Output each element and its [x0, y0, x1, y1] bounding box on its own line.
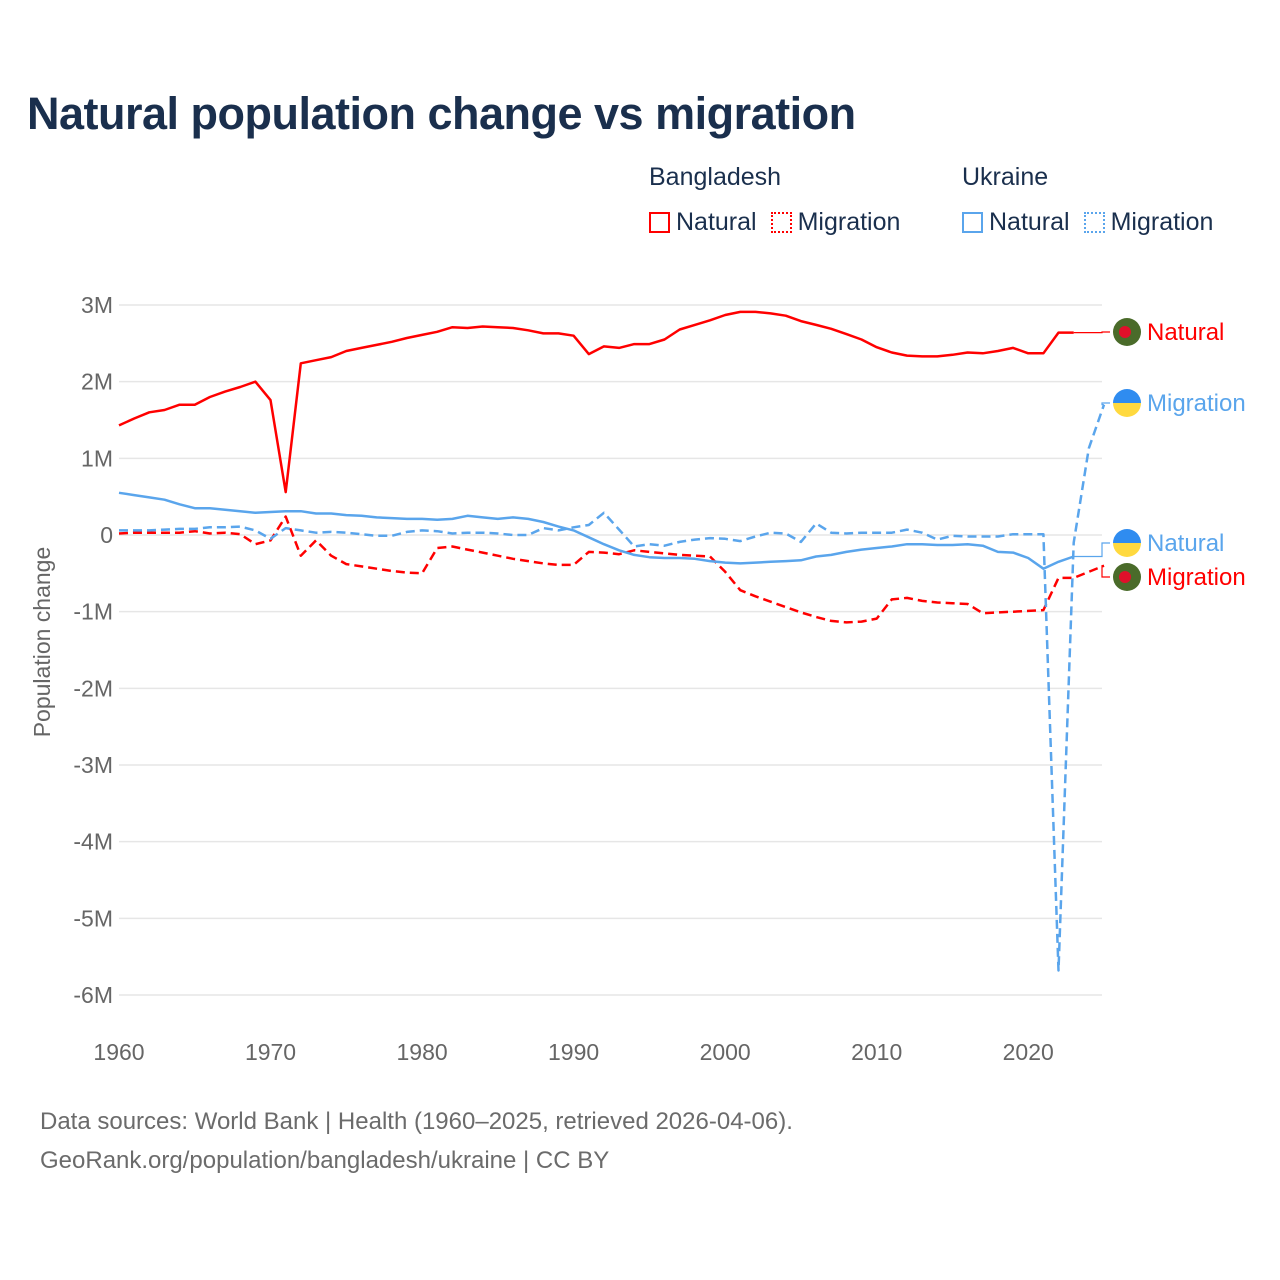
label-leader-line — [1073, 331, 1110, 334]
y-tick-label: -3M — [73, 752, 113, 778]
legend-group-title: Ukraine — [962, 163, 1049, 191]
x-tick-label: 1980 — [396, 1039, 447, 1065]
legend-item-bangladesh-migration[interactable]: Migration — [770, 208, 901, 237]
label-leader-line — [1101, 565, 1110, 578]
y-tick-label: 0 — [100, 522, 113, 548]
y-tick-label: -2M — [73, 675, 113, 701]
y-tick-label: -5M — [73, 905, 113, 931]
series-end-label: Natural — [1147, 530, 1224, 557]
y-tick-label: 2M — [81, 369, 113, 395]
x-tick-label: 2000 — [700, 1039, 751, 1065]
solid-line-swatch-icon — [962, 212, 983, 233]
chart-title: Natural population change vs migration — [27, 88, 856, 139]
x-tick-label: 1970 — [245, 1039, 296, 1065]
y-tick-label: 1M — [81, 445, 113, 471]
footer-attribution[interactable]: GeoRank.org/population/bangladesh/ukrain… — [40, 1147, 610, 1174]
legend-item-ukraine-natural[interactable]: Natural — [962, 208, 1070, 237]
footer-sources: Data sources: World Bank | Health (1960–… — [40, 1108, 793, 1135]
x-tick-label: 2020 — [1003, 1039, 1054, 1065]
x-tick-label: 1990 — [548, 1039, 599, 1065]
dotted-line-swatch-icon — [1083, 212, 1105, 233]
series-end-label: Natural — [1147, 319, 1224, 346]
series-end-label: Migration — [1147, 390, 1246, 417]
series-line-bangladesh-natural — [118, 310, 1074, 494]
series-line-ukraine-natural — [118, 491, 1075, 570]
legend-group-bangladesh: Bangladesh Natural Migration — [649, 163, 900, 237]
label-leader-line — [1073, 542, 1110, 558]
legend-item-bangladesh-natural[interactable]: Natural — [649, 208, 757, 237]
label-leader-line — [1101, 402, 1110, 406]
y-axis-title: Population change — [29, 547, 55, 738]
ukraine-flag-icon — [1113, 529, 1141, 543]
series-end-label: Migration — [1147, 564, 1246, 591]
x-tick-label: 2010 — [851, 1039, 902, 1065]
y-tick-label: 3M — [81, 292, 113, 318]
series-line-ukraine-migration — [119, 404, 1106, 972]
flag-disc — [1119, 571, 1131, 583]
legend-group-ukraine: Ukraine Natural Migration — [962, 163, 1213, 237]
x-tick-label: 1960 — [93, 1039, 144, 1065]
y-tick-label: -4M — [73, 829, 113, 855]
legend-label: Natural — [676, 208, 757, 236]
y-tick-label: -1M — [73, 599, 113, 625]
flag-half — [1113, 403, 1141, 417]
legend-item-ukraine-migration[interactable]: Migration — [1083, 208, 1214, 237]
flag-disc — [1119, 326, 1131, 338]
series-line-bangladesh-migration — [118, 515, 1105, 624]
dotted-line-swatch-icon — [770, 212, 792, 233]
flag-half — [1113, 543, 1141, 557]
legend-group-title: Bangladesh — [649, 163, 782, 191]
solid-line-swatch-icon — [649, 212, 670, 233]
ukraine-flag-icon — [1113, 389, 1141, 403]
legend-label: Migration — [1110, 208, 1214, 236]
legend-label: Natural — [989, 208, 1070, 236]
legend-label: Migration — [797, 208, 901, 236]
y-tick-label: -6M — [73, 982, 113, 1008]
